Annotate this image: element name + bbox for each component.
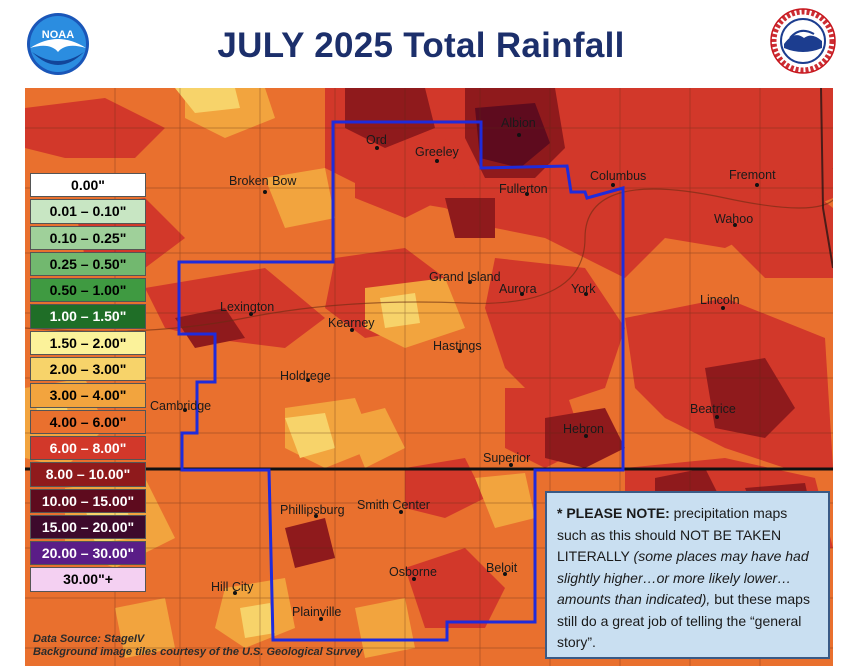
city-lincoln: Lincoln xyxy=(700,293,740,310)
city-superior: Superior xyxy=(483,451,530,467)
city-label: Superior xyxy=(483,451,530,465)
legend-row: 1.50 – 2.00" xyxy=(30,330,146,356)
data-source-line-2: Background image tiles courtesy of the U… xyxy=(33,646,363,658)
city-label: Phillipsburg xyxy=(280,503,345,517)
legend-row: 10.00 – 15.00" xyxy=(30,488,146,513)
city-albion: Albion xyxy=(501,116,536,137)
legend-row: 6.00 – 8.00" xyxy=(30,435,146,461)
city-label: Grand Island xyxy=(429,270,501,284)
city-greeley: Greeley xyxy=(415,145,460,163)
city-fullerton: Fullerton xyxy=(499,182,548,196)
city-label: Osborne xyxy=(389,565,437,579)
city-lexington: Lexington xyxy=(220,300,274,316)
city-cambridge: Cambridge xyxy=(150,399,211,413)
city-label: Hebron xyxy=(563,422,604,436)
data-source: Data Source: StageIV Background image ti… xyxy=(33,633,362,659)
city-label: Greeley xyxy=(415,145,460,159)
rain-10-15-region xyxy=(475,103,550,168)
city-label: Beloit xyxy=(486,561,518,575)
city-label: Columbus xyxy=(590,169,646,183)
city-wahoo: Wahoo xyxy=(714,212,753,227)
city-labels: Albion Ord Greeley Broken Bow Fullerton … xyxy=(150,116,776,621)
city-label: Fremont xyxy=(729,168,776,182)
noaa-logo-text: NOAA xyxy=(42,29,74,41)
city-label: Hastings xyxy=(433,339,482,353)
city-hill-city: Hill City xyxy=(211,580,254,595)
note-text-2: but these maps still do a great job of t… xyxy=(557,591,810,650)
data-source-line-1: Data Source: StageIV xyxy=(33,633,145,645)
legend-row: 0.00" xyxy=(30,173,146,198)
note-bold: * PLEASE NOTE: xyxy=(557,505,670,521)
city-label: Kearney xyxy=(328,316,375,330)
page-title: JULY 2025 Total Rainfall xyxy=(217,26,625,65)
river-line xyxy=(25,168,833,332)
city-aurora: Aurora xyxy=(499,282,537,296)
city-label: Smith Center xyxy=(357,498,430,512)
legend-row: 1.00 – 1.50" xyxy=(30,304,146,329)
legend-row: 4.00 – 6.00" xyxy=(30,409,146,434)
disclaimer-note: * PLEASE NOTE: precipitation maps such a… xyxy=(545,491,830,659)
city-hebron: Hebron xyxy=(563,422,604,438)
city-kearney: Kearney xyxy=(328,316,375,332)
note-text-1: precipitation maps such as this should N… xyxy=(557,505,788,564)
city-fremont: Fremont xyxy=(729,168,776,187)
legend-row: 15.00 – 20.00" xyxy=(30,514,146,540)
city-beloit: Beloit xyxy=(486,561,518,576)
city-grand-island: Grand Island xyxy=(429,270,501,284)
city-label: Cambridge xyxy=(150,399,211,413)
forecast-area-outline xyxy=(177,120,625,642)
city-smith-center: Smith Center xyxy=(357,498,430,514)
city-label: Lincoln xyxy=(700,293,740,307)
nws-logo-icon xyxy=(770,8,836,74)
legend-row: 0.25 – 0.50" xyxy=(30,251,146,277)
city-osborne: Osborne xyxy=(389,565,437,581)
city-broken-bow: Broken Bow xyxy=(229,174,297,194)
city-holdrege: Holdrege xyxy=(280,369,331,383)
city-plainville: Plainville xyxy=(292,605,341,621)
legend-row: 0.10 – 0.25" xyxy=(30,225,146,250)
legend-row: 3.00 – 4.00" xyxy=(30,383,146,408)
legend-row: 0.01 – 0.10" xyxy=(30,199,146,224)
rain-6-8-regions xyxy=(25,88,833,628)
city-label: Wahoo xyxy=(714,212,753,226)
legend-row: 8.00 – 10.00" xyxy=(30,462,146,487)
city-phillipsburg: Phillipsburg xyxy=(280,503,345,518)
city-label: Albion xyxy=(501,116,536,130)
city-ord: Ord xyxy=(366,133,387,150)
note-italic: (some places may have had slightly highe… xyxy=(557,548,809,607)
city-beatrice: Beatrice xyxy=(690,402,736,419)
city-label: Beatrice xyxy=(690,402,736,416)
rainfall-legend: 0.00" 0.01 – 0.10" 0.10 – 0.25" 0.25 – 0.50… xyxy=(30,173,146,594)
legend-row: 0.50 – 1.00" xyxy=(30,278,146,303)
city-label: York xyxy=(571,282,596,296)
city-label: Holdrege xyxy=(280,369,331,383)
city-hastings: Hastings xyxy=(433,339,482,353)
city-label: Lexington xyxy=(220,300,274,314)
city-york: York xyxy=(571,282,596,296)
legend-row: 2.00 – 3.00" xyxy=(30,357,146,382)
noaa-logo-icon: NOAA xyxy=(27,13,89,75)
city-label: Broken Bow xyxy=(229,174,297,188)
legend-row: 30.00"+ xyxy=(30,567,146,592)
city-label: Ord xyxy=(366,133,387,147)
city-label: Hill City xyxy=(211,580,254,594)
legend-row: 20.00 – 30.00" xyxy=(30,541,146,566)
city-label: Aurora xyxy=(499,282,537,296)
city-columbus: Columbus xyxy=(590,169,646,187)
city-label: Fullerton xyxy=(499,182,548,196)
city-label: Plainville xyxy=(292,605,341,619)
